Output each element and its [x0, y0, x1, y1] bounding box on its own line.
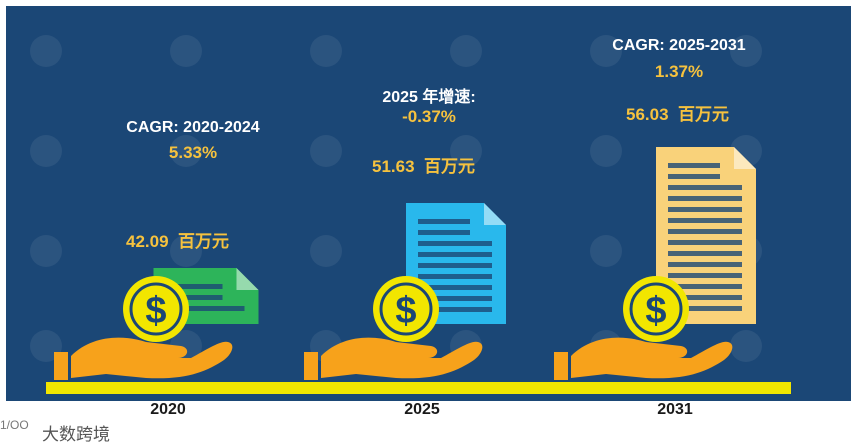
globe-watermark-icon — [590, 235, 622, 267]
x-tick-label-2020: 2020 — [150, 401, 186, 418]
document-line — [165, 284, 223, 289]
globe-watermark-icon — [590, 35, 622, 67]
annotation-title-2: 2025 年增速: — [382, 89, 476, 106]
globe-watermark-icon — [170, 135, 202, 167]
hand-icon — [321, 337, 483, 379]
hand-cuff — [54, 352, 68, 380]
coin-ring — [129, 282, 183, 336]
globe-watermark-icon — [310, 235, 342, 267]
dollar-coin-icon — [623, 276, 689, 342]
document-line — [668, 273, 742, 278]
document-fold — [734, 147, 756, 169]
hand-icon — [571, 337, 733, 379]
brand-logo-icon: 1/OO — [0, 418, 29, 432]
value-label-2025: 51.63 百万元 — [372, 157, 475, 177]
value-label-2031: 56.03 百万元 — [626, 105, 729, 125]
document-line — [668, 185, 742, 190]
document-line — [668, 174, 720, 179]
document-line — [418, 230, 470, 235]
document-line — [165, 306, 245, 311]
document-line — [668, 163, 720, 168]
baseline-bar — [46, 382, 791, 394]
coin-ring — [629, 282, 683, 336]
globe-watermark-icon — [450, 35, 482, 67]
unit-label-2031: 百万元 — [678, 105, 729, 125]
chart-canvas: $ $ $ CAGR: 2020-2024 5.33% 2025 年增速: -0.3… — [6, 6, 851, 401]
document-line — [668, 262, 742, 267]
document-line — [668, 207, 742, 212]
document-fold — [236, 268, 259, 290]
annotation-title-1: CAGR: 2020-2024 — [126, 119, 260, 136]
document-icon — [656, 147, 756, 324]
annotation-value-2: -0.37% — [402, 107, 456, 126]
globe-watermark-icon — [730, 330, 762, 362]
hand-cuff — [304, 352, 318, 380]
dollar-sign: $ — [145, 290, 166, 332]
value-label-2020: 42.09 百万元 — [126, 232, 229, 252]
document-line — [668, 196, 742, 201]
document-line — [418, 241, 492, 246]
globe-watermark-icon — [170, 35, 202, 67]
hand-icon — [71, 337, 233, 379]
chart-svg: $ $ $ — [30, 35, 791, 394]
globe-watermark-icon — [30, 135, 62, 167]
document-line — [668, 218, 742, 223]
hand-cuff — [554, 352, 568, 380]
dollar-sign: $ — [645, 290, 666, 332]
document-line — [418, 252, 492, 257]
document-line — [418, 307, 492, 312]
document-fold — [484, 203, 506, 225]
unit-label-2020: 百万元 — [178, 232, 229, 252]
x-tick-label-2031: 2031 — [657, 401, 693, 418]
globe-watermark-icon — [310, 135, 342, 167]
unit-label-2025: 百万元 — [424, 157, 475, 177]
document-line — [668, 306, 742, 311]
coin-ring — [379, 282, 433, 336]
document-line — [668, 229, 742, 234]
document-line — [418, 263, 492, 268]
annotation-value-1: 5.33% — [168, 143, 218, 162]
document-line — [418, 296, 492, 301]
dollar-coin-icon — [373, 276, 439, 342]
globe-watermark-icon — [170, 235, 202, 267]
globe-watermark-icon — [310, 35, 342, 67]
globe-watermark-icon — [30, 235, 62, 267]
annotation-title-3: CAGR: 2025-2031 — [612, 37, 746, 54]
document-line — [418, 274, 492, 279]
brand-name: 大数跨境 — [42, 425, 110, 445]
dollar-sign: $ — [395, 290, 416, 332]
document-line — [165, 295, 223, 300]
document-line — [668, 284, 742, 289]
globe-watermark-icon — [30, 35, 62, 67]
globe-watermark-icon — [730, 35, 762, 67]
document-line — [668, 240, 742, 245]
document-line — [668, 295, 742, 300]
globe-watermark-icon — [590, 135, 622, 167]
document-line — [668, 251, 742, 256]
dollar-coin-icon — [123, 276, 189, 342]
document-line — [418, 285, 492, 290]
x-tick-label-2025: 2025 — [404, 401, 440, 418]
globe-watermark-icon — [450, 135, 482, 167]
annotation-value-3: 1.37% — [654, 62, 704, 81]
document-line — [418, 219, 470, 224]
